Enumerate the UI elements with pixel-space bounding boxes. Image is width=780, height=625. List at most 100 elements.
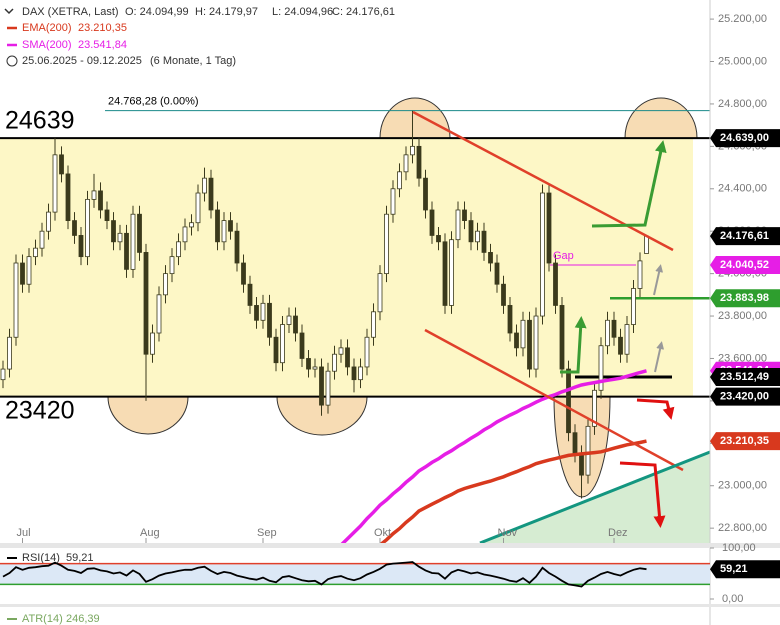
ma-line [340, 369, 647, 543]
period: 25.06.2025 - 09.12.2025 [22, 55, 142, 67]
rsi-line [2, 561, 647, 588]
arrow [654, 341, 665, 373]
y-tick-label: 23.800,00 [718, 310, 767, 322]
price-tag-label: 23.420,00 [720, 391, 769, 403]
candle-body [104, 209, 110, 221]
candle-body [566, 368, 571, 434]
collapse-icon[interactable] [4, 8, 14, 15]
candle-body [598, 345, 604, 391]
open: O: 24.094,99 [125, 6, 189, 18]
y-tick-label: 23.000,00 [718, 480, 767, 492]
candle-body [488, 252, 493, 264]
candle-body [371, 311, 376, 338]
arrow [636, 398, 675, 420]
candle-body [111, 220, 116, 243]
candle-body [39, 230, 45, 249]
candle-body [494, 262, 500, 285]
low: L: 24.094,96 [272, 6, 333, 18]
candle-body [143, 252, 149, 355]
candle-body [462, 209, 467, 221]
candle-body [98, 190, 103, 211]
candle-body [468, 220, 474, 243]
bottom-arc [276, 396, 368, 436]
arrow [653, 264, 664, 296]
candle-body [442, 241, 448, 306]
candle-body [410, 145, 415, 156]
candle-body [384, 213, 389, 275]
candle-body [72, 220, 77, 236]
price-tag-label: 23.883,98 [720, 292, 769, 304]
candle-body [176, 241, 181, 258]
candle-body [130, 213, 136, 270]
clock-icon [6, 55, 18, 67]
trend-line [479, 450, 710, 543]
candle-body [624, 324, 630, 355]
rsi-value: 59,21 [66, 552, 94, 564]
y-tick-label: 24.800,00 [718, 98, 767, 110]
high: H: 24.179,97 [195, 6, 258, 18]
price-tag-label: 23.512,49 [720, 371, 769, 383]
candle-body [46, 211, 51, 232]
level-marker-label: 24.768,28 (0.00%) [108, 96, 199, 108]
candle-body [85, 198, 90, 258]
candle-body [20, 262, 25, 285]
atr-name: ATR(14) [22, 613, 63, 625]
separator [0, 604, 780, 607]
legend-value: 23.541,84 [78, 39, 127, 51]
legend-value: 23.210,35 [78, 22, 127, 34]
x-tick-label: Sep [257, 527, 277, 539]
trend-line [412, 110, 674, 252]
candle-body [299, 332, 305, 359]
price-tag-label: 23.210,35 [720, 435, 769, 447]
top-arc [379, 97, 451, 139]
candle-body [65, 173, 71, 221]
y-tick-label: 22.800,00 [718, 522, 767, 534]
candle-body [507, 305, 513, 334]
candle-body [546, 192, 552, 264]
trend-line [424, 328, 684, 472]
candle-body [345, 347, 350, 368]
candle-body [241, 262, 246, 285]
close: C: 24.176,61 [332, 6, 395, 18]
candle-body [533, 315, 539, 370]
candle-body [91, 190, 97, 200]
candle-body [0, 368, 6, 381]
candle-body [33, 247, 38, 258]
candle-body [449, 239, 454, 306]
price-tag-label: 24.639,00 [720, 132, 769, 144]
separator [0, 543, 780, 548]
y-tick-label: 25.000,00 [718, 55, 767, 67]
y-tick-label: 25.200,00 [718, 13, 767, 25]
rsi-name: RSI(14) [22, 552, 60, 564]
level-big-label: 24639 [5, 107, 75, 135]
x-tick-label: Nov [498, 527, 518, 539]
candle-body [553, 262, 558, 306]
candle-body [215, 209, 220, 243]
price-tag [710, 560, 780, 579]
candle-body [611, 319, 617, 338]
candle-body [351, 366, 357, 381]
candle-body [637, 260, 643, 289]
top-arc [624, 97, 698, 139]
price-tag [710, 129, 780, 148]
candle-body [293, 315, 298, 334]
candle-body [481, 230, 487, 253]
candle-body [397, 171, 402, 190]
candle-body [228, 220, 233, 232]
price-tag [710, 256, 780, 275]
level-note: Gap [553, 250, 574, 262]
price-tag [710, 227, 780, 246]
candle-body [7, 336, 12, 370]
arrow [560, 316, 587, 374]
header-bg [0, 0, 400, 70]
candle-body [501, 283, 506, 306]
candle-body [52, 154, 58, 213]
rsi-tick-label: 100,00 [722, 542, 756, 554]
candle-body [579, 453, 584, 476]
price-tag-label: 24.040,52 [720, 259, 769, 271]
candle-body [644, 235, 649, 254]
candle-body [429, 209, 435, 236]
arrow [619, 461, 666, 528]
